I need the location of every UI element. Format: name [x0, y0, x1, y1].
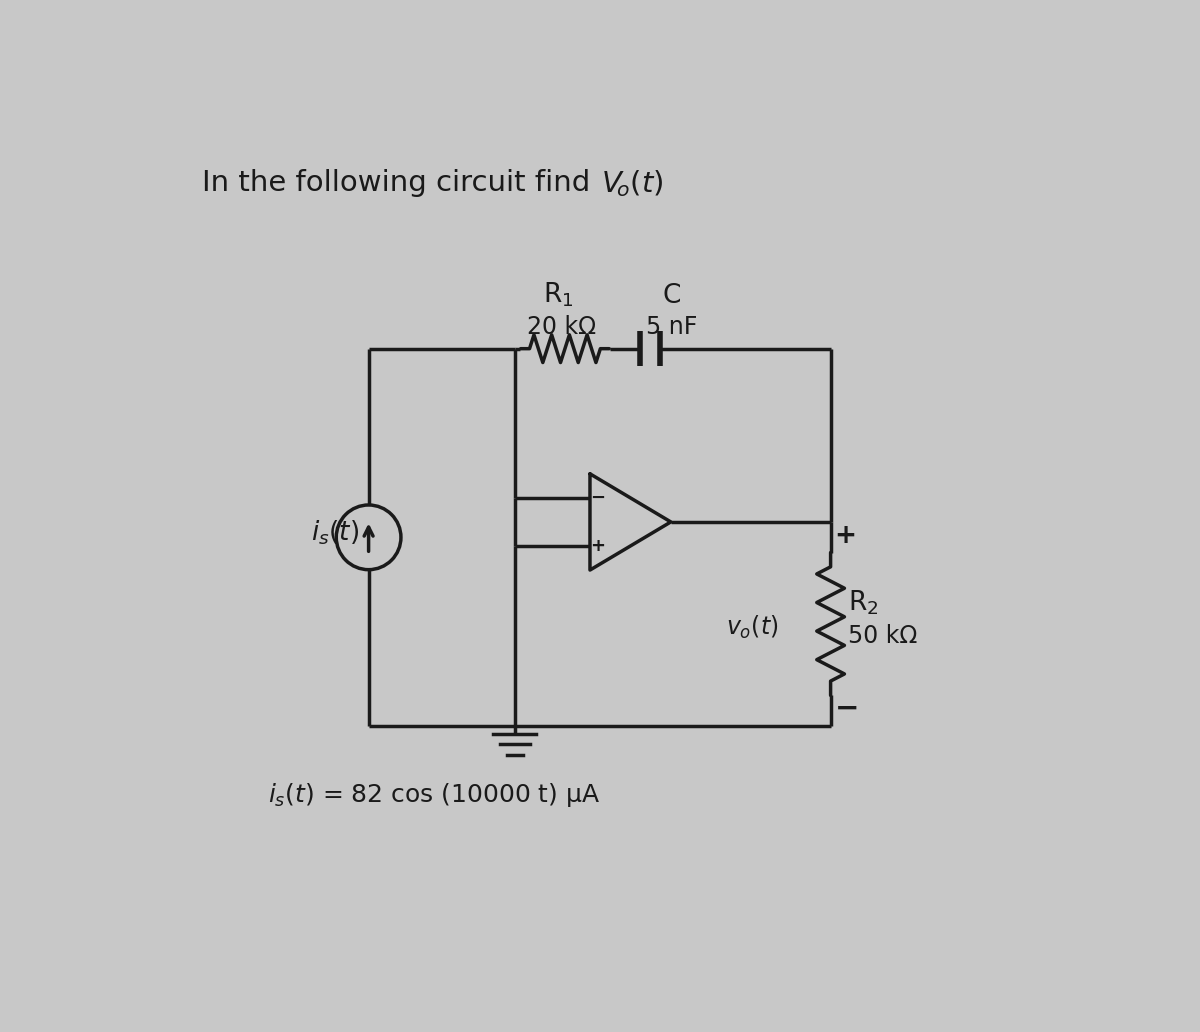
Text: 20 kΩ: 20 kΩ [527, 315, 595, 338]
Text: $\mathit{i}_s(t)$ = 82 cos (10000 t) μA: $\mathit{i}_s(t)$ = 82 cos (10000 t) μA [269, 781, 601, 809]
Text: −: − [590, 489, 605, 507]
Text: +: + [834, 523, 857, 549]
Text: R$_1$: R$_1$ [544, 280, 574, 309]
Text: +: + [590, 537, 605, 555]
Text: R$_2$: R$_2$ [847, 588, 878, 617]
Text: $\mathit{v}_o(t)$: $\mathit{v}_o(t)$ [726, 614, 779, 642]
Text: $\mathit{V\!}_o(t)$: $\mathit{V\!}_o(t)$ [601, 168, 664, 198]
Text: In the following circuit find: In the following circuit find [202, 169, 600, 197]
Text: −: − [834, 695, 859, 723]
Text: 50 kΩ: 50 kΩ [847, 623, 917, 647]
Text: 5 nF: 5 nF [646, 315, 697, 338]
Text: C: C [662, 283, 680, 309]
Text: $\mathit{i}_s(t)$: $\mathit{i}_s(t)$ [311, 518, 359, 547]
